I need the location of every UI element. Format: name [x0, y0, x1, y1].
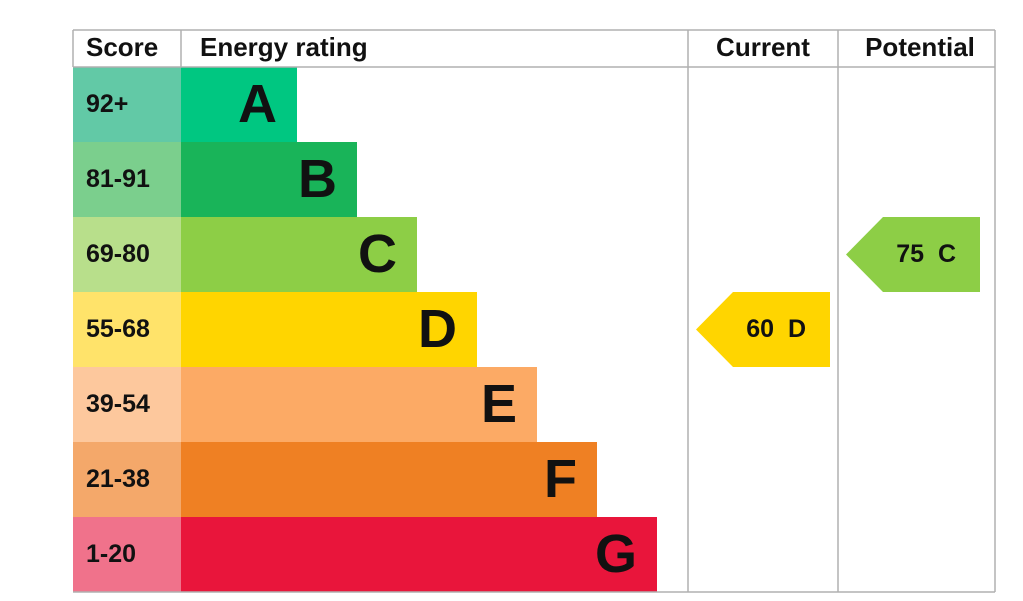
band-score: 55-68 [86, 315, 150, 343]
score-cell [73, 517, 181, 592]
band-score: 81-91 [86, 165, 150, 193]
current-score: 60 [746, 315, 774, 343]
band-letter: F [544, 449, 577, 509]
score-cell [73, 367, 181, 442]
score-cell [73, 142, 181, 217]
potential-band: C [938, 240, 956, 268]
band-bar [181, 217, 417, 292]
band-letter: A [238, 74, 277, 134]
band-bar [181, 142, 357, 217]
band-letter: C [358, 224, 397, 284]
band-letter: G [595, 524, 637, 584]
score-cell [73, 292, 181, 367]
table-grid [72, 29, 996, 593]
potential-score: 75 [896, 240, 924, 268]
band-bar [181, 292, 477, 367]
score-cell [73, 217, 181, 292]
band-bar [181, 67, 297, 142]
header-current: Current [716, 32, 810, 62]
band-score: 1-20 [86, 540, 136, 568]
band-score: 69-80 [86, 240, 150, 268]
band-letter: D [418, 299, 457, 359]
band-score: 21-38 [86, 465, 150, 493]
band-bar [181, 442, 597, 517]
score-cell [73, 442, 181, 517]
header-energy-rating: Energy rating [200, 32, 368, 62]
header-score: Score [86, 32, 158, 62]
score-cell [73, 67, 181, 142]
potential-arrow [846, 217, 980, 292]
band-letter: B [298, 149, 337, 209]
band-score: 92+ [86, 90, 128, 118]
band-bar [181, 367, 537, 442]
current-band: D [788, 315, 806, 343]
band-bar [181, 517, 657, 592]
current-arrow [696, 292, 830, 367]
header-potential: Potential [865, 32, 975, 62]
band-score: 39-54 [86, 390, 150, 418]
band-letter: E [481, 374, 517, 434]
